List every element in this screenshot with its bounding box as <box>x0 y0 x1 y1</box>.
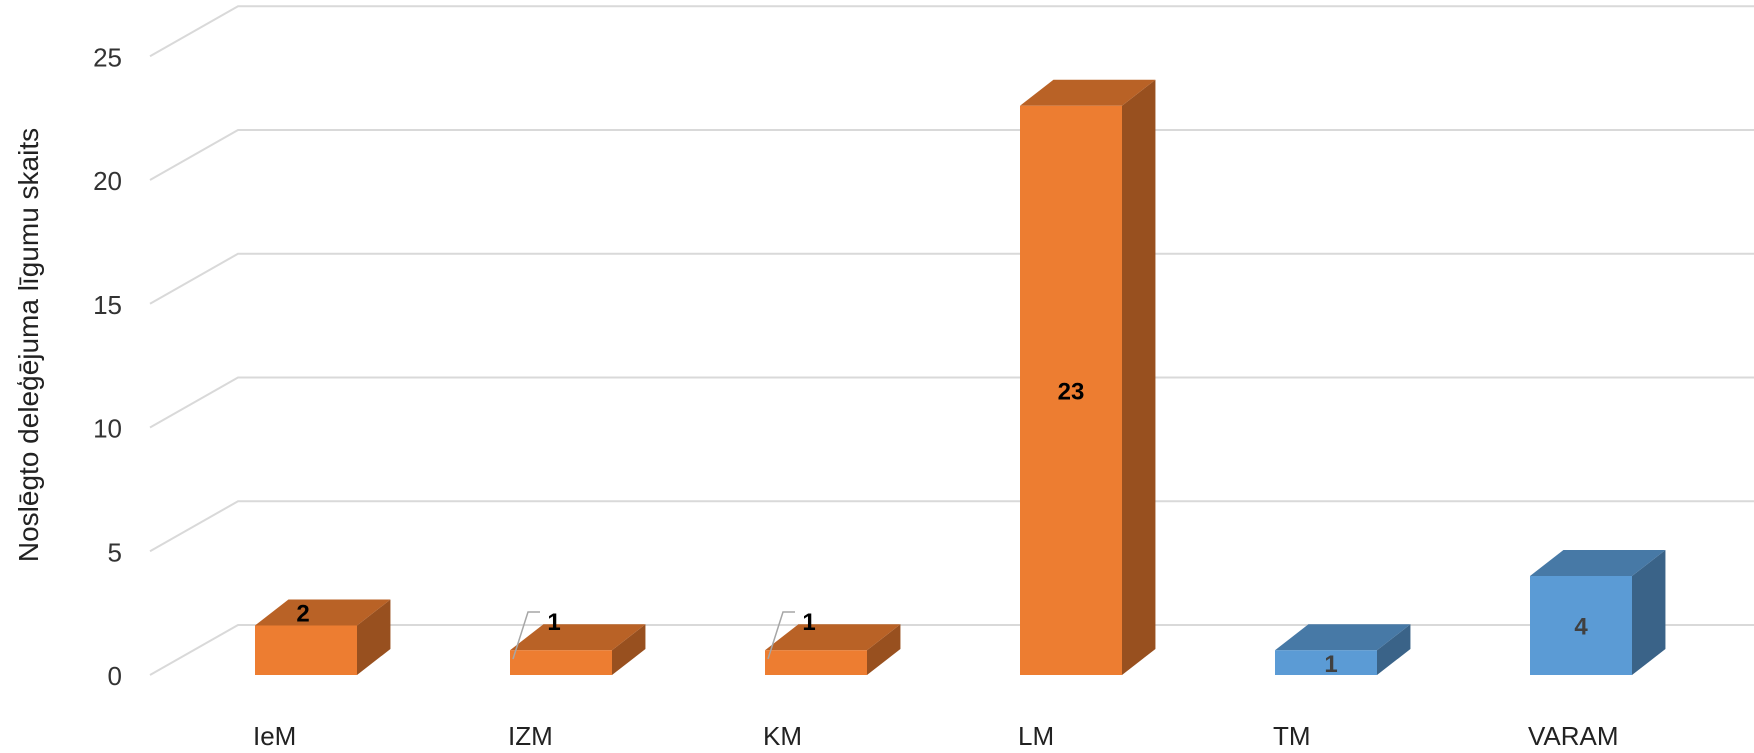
y-tick-label: 5 <box>108 537 122 567</box>
y-axis-label: Noslēgto deleģējuma līgumu skaits <box>13 128 44 562</box>
y-tick-label: 0 <box>108 661 122 691</box>
x-axis-categories: IeM IZM KM LM TM VARAM <box>253 721 1619 751</box>
x-category-label: IZM <box>508 721 553 751</box>
x-category-label: TM <box>1273 721 1311 751</box>
bar-TM <box>1275 624 1411 675</box>
bar-front <box>1020 105 1122 675</box>
data-label-VARAM: 4 <box>1574 614 1588 641</box>
bar-top <box>1020 79 1156 106</box>
bar-IZM <box>510 624 646 675</box>
bar-side <box>1632 550 1666 675</box>
bars <box>255 79 1666 675</box>
bar-top <box>255 599 391 626</box>
x-category-label: LM <box>1018 721 1054 751</box>
x-category-label: VARAM <box>1528 721 1619 751</box>
data-label-LM: 23 <box>1058 378 1085 405</box>
gridline-5 <box>149 500 1754 553</box>
data-label-TM: 1 <box>1324 651 1337 678</box>
data-label-IeM: 2 <box>296 601 309 628</box>
bar-top <box>510 624 646 651</box>
y-tick-label: 25 <box>93 42 122 72</box>
bar-front <box>510 650 612 675</box>
gridline-20 <box>149 129 1754 181</box>
bar-top <box>1275 624 1411 651</box>
y-tick-label: 15 <box>93 290 122 320</box>
y-tick-label: 20 <box>93 166 122 196</box>
bar-side <box>1377 624 1411 675</box>
bar-top <box>1530 550 1666 576</box>
bar-side <box>1122 79 1156 675</box>
data-labels: 2 1 1 23 1 4 <box>296 378 1588 678</box>
bar-IeM <box>255 599 391 675</box>
bar-side <box>357 599 391 675</box>
bar-top <box>765 624 901 651</box>
bar-front <box>765 650 867 675</box>
gridline-15 <box>149 252 1754 305</box>
data-label-KM: 1 <box>802 609 815 636</box>
bar-VARAM <box>1530 550 1666 675</box>
bar-front <box>1275 650 1377 675</box>
bar-side <box>867 624 901 675</box>
data-label-leader-line <box>767 611 795 660</box>
bar-front <box>255 625 357 675</box>
bar-front <box>1530 576 1632 675</box>
gridline-0 <box>149 624 1754 676</box>
bar-KM <box>765 624 901 675</box>
y-axis-ticks: 0 5 10 15 20 25 <box>93 42 122 691</box>
gridline-10 <box>149 376 1754 429</box>
bar-LM <box>1020 79 1156 675</box>
data-label-leader-line <box>512 611 540 660</box>
gridline-25 <box>149 5 1754 58</box>
gridlines <box>149 5 1754 676</box>
bar-side <box>612 624 646 675</box>
y-tick-label: 10 <box>93 414 122 444</box>
x-category-label: KM <box>763 721 802 751</box>
data-label-IZM: 1 <box>547 609 560 636</box>
x-category-label: IeM <box>253 721 296 751</box>
